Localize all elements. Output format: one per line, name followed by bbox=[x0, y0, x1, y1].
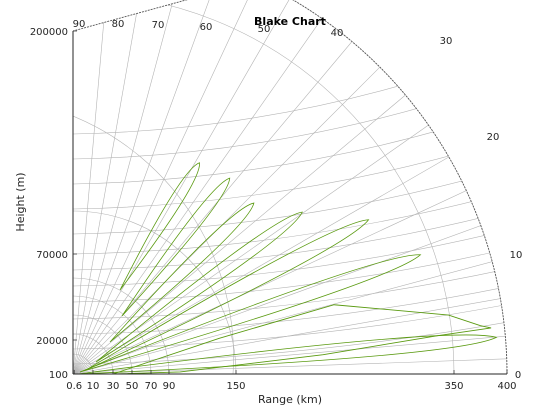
coverage-series bbox=[112, 304, 492, 375]
coverage-lobe bbox=[119, 162, 200, 291]
x-tick-label: 150 bbox=[226, 381, 245, 392]
coverage-lobes bbox=[77, 162, 498, 375]
height-curve bbox=[73, 50, 507, 135]
elevation-ray bbox=[73, 192, 507, 375]
height-curve bbox=[73, 192, 507, 255]
x-tick-label: 350 bbox=[444, 381, 463, 392]
angle-tick-label: 60 bbox=[200, 22, 213, 33]
elevation-ray bbox=[73, 0, 195, 375]
coverage-lobe bbox=[109, 202, 255, 343]
angle-tick-label: 80 bbox=[112, 19, 125, 30]
elevation-ray bbox=[73, 0, 507, 375]
elevation-ray bbox=[73, 349, 507, 375]
x-axis-label: Range (km) bbox=[258, 393, 322, 406]
elevation-ray bbox=[73, 23, 507, 375]
angle-tick-label: 70 bbox=[152, 20, 165, 31]
x-tick-label: 70 bbox=[145, 381, 158, 392]
range-arc bbox=[73, 115, 234, 375]
elevation-ray bbox=[73, 77, 507, 375]
x-tick-label: 0.6 bbox=[66, 381, 82, 392]
y-axis-label: Height (m) bbox=[14, 172, 27, 231]
grid-layer bbox=[72, 0, 508, 375]
elevation-ray bbox=[73, 0, 507, 375]
x-tick-label: 90 bbox=[163, 381, 176, 392]
x-tick-label: 400 bbox=[497, 381, 516, 392]
height-curve bbox=[73, 321, 507, 365]
y-tick-label: 200000 bbox=[30, 27, 68, 38]
height-curve bbox=[73, 304, 507, 350]
height-curve bbox=[73, 248, 507, 303]
elevation-ray bbox=[73, 0, 507, 375]
label-layer: Blake Chart Range (km) Height (m) 0.6 10 3… bbox=[14, 15, 522, 406]
elevation-ray bbox=[73, 0, 135, 375]
angle-tick-label: 30 bbox=[440, 36, 453, 47]
x-tick-label: 10 bbox=[87, 381, 100, 392]
grid-inner bbox=[73, 0, 507, 375]
height-curve bbox=[73, 139, 507, 210]
axes bbox=[72, 31, 507, 375]
elevation-ray bbox=[73, 252, 507, 375]
y-tick-label: 70000 bbox=[36, 250, 68, 261]
elevation-ray bbox=[73, 134, 507, 375]
y-tick-label: 20000 bbox=[36, 336, 68, 347]
angle-tick-label: 20 bbox=[487, 132, 500, 143]
coverage-lobe bbox=[121, 177, 231, 317]
x-tick-label: 30 bbox=[107, 381, 120, 392]
angle-tick-label: 40 bbox=[331, 28, 344, 39]
coverage-lobe bbox=[77, 334, 498, 375]
height-curve bbox=[73, 109, 507, 185]
elevation-ray bbox=[73, 312, 507, 375]
angle-tick-label: 0 bbox=[515, 370, 521, 381]
elevation-ray bbox=[73, 0, 507, 375]
angle-tick-label: 50 bbox=[258, 24, 271, 35]
height-curve bbox=[73, 168, 507, 235]
height-curve bbox=[73, 80, 507, 160]
coverage-lobe bbox=[79, 254, 422, 373]
elevation-ray bbox=[73, 0, 424, 375]
chart-title: Blake Chart bbox=[254, 15, 326, 28]
coverage-lobe bbox=[85, 219, 370, 371]
x-tick-label: 50 bbox=[126, 381, 139, 392]
outer-boundary bbox=[72, 0, 508, 375]
elevation-ray bbox=[73, 0, 313, 375]
angle-tick-label: 90 bbox=[73, 19, 86, 30]
elevation-ray bbox=[73, 0, 255, 375]
elevation-ray bbox=[73, 0, 475, 375]
y-tick-label: 100 bbox=[49, 370, 68, 381]
height-curve bbox=[73, 210, 507, 271]
coverage-lobe bbox=[95, 211, 303, 363]
height-curve bbox=[73, 229, 507, 287]
elevation-ray bbox=[73, 0, 370, 375]
angle-tick-label: 10 bbox=[510, 250, 523, 261]
